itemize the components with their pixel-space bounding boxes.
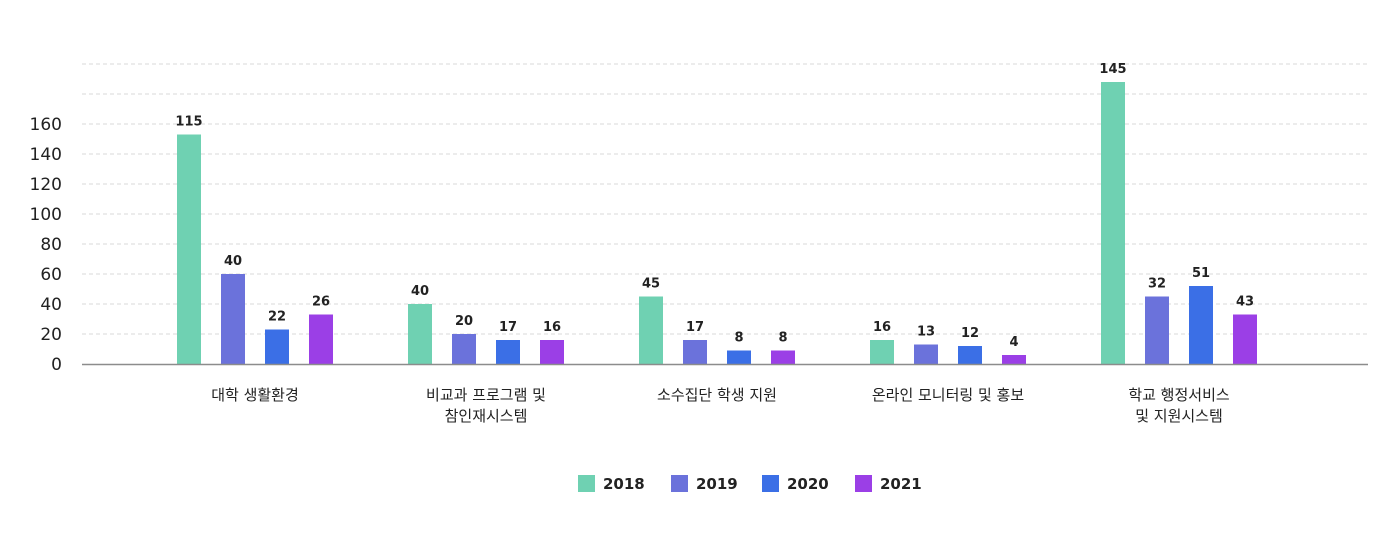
y-tick-label: 0 bbox=[51, 355, 62, 375]
legend-label-2018: 2018 bbox=[603, 475, 645, 493]
bar-2018 bbox=[177, 134, 201, 364]
data-label: 51 bbox=[1192, 266, 1210, 281]
category-label: 대학 생활환경 bbox=[211, 386, 299, 404]
data-label: 17 bbox=[686, 320, 704, 335]
data-label: 22 bbox=[268, 310, 286, 325]
data-label: 145 bbox=[1099, 62, 1126, 77]
bar-2020 bbox=[727, 350, 751, 364]
bar-2021 bbox=[771, 350, 795, 364]
y-tick-label: 20 bbox=[40, 325, 62, 345]
grid-lines bbox=[82, 63, 1368, 335]
data-label: 16 bbox=[873, 320, 891, 335]
category-label: 및 지원시스템 bbox=[1135, 407, 1223, 425]
data-label: 16 bbox=[543, 320, 561, 335]
bar-2018 bbox=[408, 304, 432, 364]
bar-2019 bbox=[452, 334, 476, 364]
bar-2020 bbox=[958, 346, 982, 364]
bar-2019 bbox=[1145, 296, 1169, 364]
bar-2019 bbox=[221, 274, 245, 364]
y-tick-label: 120 bbox=[30, 175, 62, 195]
data-label: 4 bbox=[1009, 335, 1018, 350]
data-label: 40 bbox=[224, 254, 242, 269]
data-label: 8 bbox=[778, 331, 787, 346]
data-label: 20 bbox=[455, 314, 473, 329]
legend-swatch-2020 bbox=[762, 475, 779, 492]
data-label: 43 bbox=[1236, 295, 1254, 310]
category-label: 온라인 모니터링 및 홍보 bbox=[872, 386, 1025, 404]
data-label: 26 bbox=[312, 295, 330, 310]
bar-2021 bbox=[1233, 314, 1257, 364]
bar-2021 bbox=[1002, 355, 1026, 364]
y-tick-label: 60 bbox=[40, 265, 62, 285]
data-labels: 115 40 45 16 145 40 20 17 13 32 22 17 8 12 51 26 16 8 4 43 bbox=[175, 62, 1254, 350]
y-axis-ticks: 0 20 40 60 80 100 120 140 160 bbox=[30, 115, 62, 375]
legend-swatch-2018 bbox=[578, 475, 595, 492]
data-label: 40 bbox=[411, 284, 429, 299]
bar-2019 bbox=[683, 340, 707, 364]
legend-label-2020: 2020 bbox=[787, 475, 829, 493]
y-tick-label: 140 bbox=[30, 145, 62, 165]
data-label: 13 bbox=[917, 325, 935, 340]
bars bbox=[177, 82, 1257, 364]
data-label: 17 bbox=[499, 320, 517, 335]
category-label: 비교과 프로그램 및 bbox=[426, 386, 546, 404]
bar-2020 bbox=[265, 329, 289, 364]
category-label: 참인재시스템 bbox=[445, 407, 528, 425]
bar-2019 bbox=[914, 344, 938, 364]
bar-2020 bbox=[1189, 286, 1213, 364]
bar-2018 bbox=[1101, 82, 1125, 364]
data-label: 32 bbox=[1148, 277, 1166, 292]
y-tick-label: 100 bbox=[30, 205, 62, 225]
bar-2018 bbox=[870, 340, 894, 364]
bar-2021 bbox=[309, 314, 333, 364]
legend-label-2021: 2021 bbox=[880, 475, 922, 493]
y-tick-label: 160 bbox=[30, 115, 62, 135]
category-label: 소수집단 학생 지원 bbox=[657, 386, 777, 404]
y-tick-label: 80 bbox=[40, 235, 62, 255]
bar-2018 bbox=[639, 296, 663, 364]
legend-swatch-2019 bbox=[671, 475, 688, 492]
data-label: 115 bbox=[175, 115, 202, 130]
data-label: 45 bbox=[642, 277, 660, 292]
legend: 2018 2019 2020 2021 bbox=[578, 475, 922, 493]
data-label: 12 bbox=[961, 326, 979, 341]
legend-swatch-2021 bbox=[855, 475, 872, 492]
category-label: 학교 행정서비스 bbox=[1128, 386, 1230, 404]
bar-2021 bbox=[540, 340, 564, 364]
data-label: 8 bbox=[734, 331, 743, 346]
legend-label-2019: 2019 bbox=[696, 475, 738, 493]
y-tick-label: 40 bbox=[40, 295, 62, 315]
bar-2020 bbox=[496, 340, 520, 364]
